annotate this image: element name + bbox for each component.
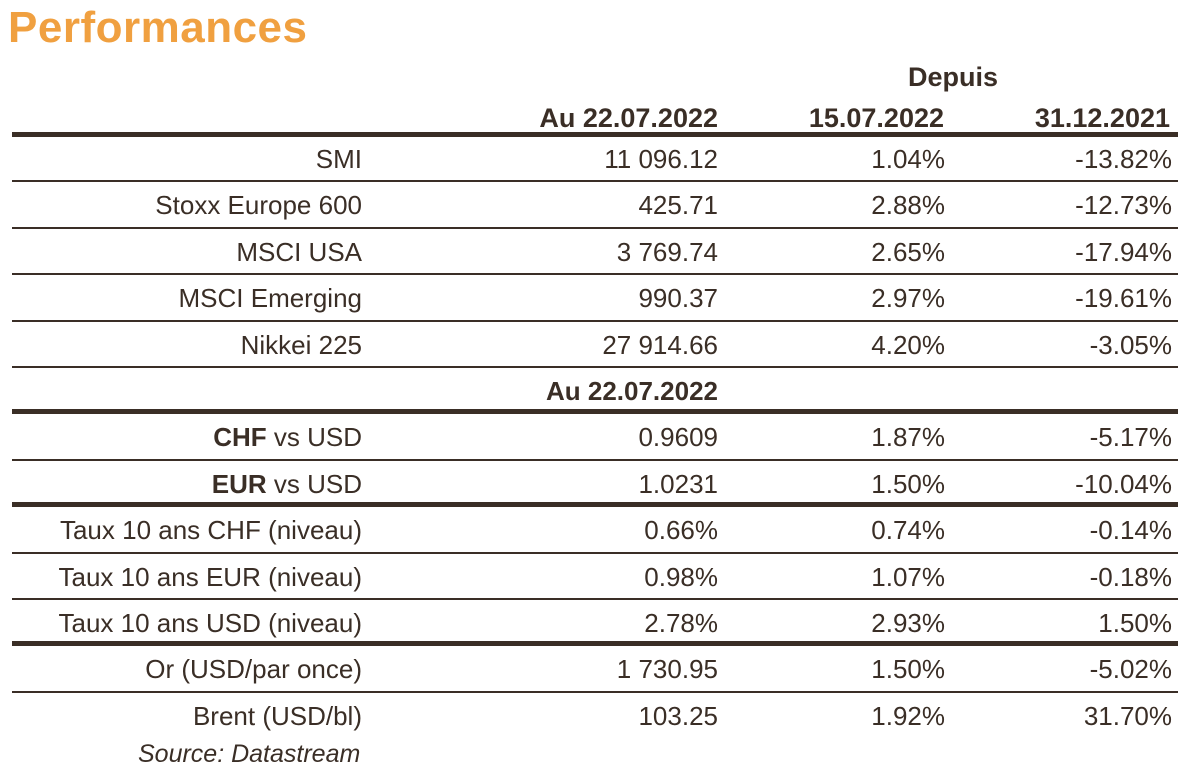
row-ytd: -0.14%: [1089, 515, 1172, 546]
row-label: Brent (USD/bl): [192, 700, 362, 731]
row-week: 2.65%: [871, 236, 945, 267]
table-row: Taux 10 ans USD (niveau) 2.78% 2.93% 1.5…: [12, 600, 1178, 647]
row-label-suffix: vs USD: [266, 468, 362, 499]
currency-code: CHF: [213, 422, 267, 453]
table-row: MSCI Emerging 990.37 2.97% -19.61%: [12, 275, 1178, 322]
row-week: 1.04%: [871, 144, 945, 174]
row-label: Or (USD/par once): [145, 654, 362, 685]
header-since: Depuis: [908, 62, 999, 92]
row-label: SMI: [315, 144, 362, 174]
header-rule: [12, 132, 1178, 137]
row-label: Taux 10 ans CHF (niveau): [59, 515, 362, 546]
table-row: Taux 10 ans CHF (niveau) 0.66% 0.74% -0.…: [12, 507, 1178, 554]
row-week: 1.50%: [871, 468, 945, 499]
row-label-suffix: vs USD: [266, 422, 362, 453]
row-week: 2.97%: [871, 283, 945, 314]
row-ytd: 1.50%: [1098, 607, 1172, 638]
row-week: 2.93%: [871, 607, 945, 638]
row-value: 103.25: [638, 700, 718, 731]
row-value: 0.9609: [638, 422, 718, 453]
row-ytd: -5.02%: [1089, 654, 1172, 685]
row-ytd: -12.73%: [1075, 190, 1172, 221]
row-week: 1.50%: [871, 654, 945, 685]
row-week: 2.88%: [871, 190, 945, 221]
row-value: 27 914.66: [602, 329, 718, 360]
currency-code: EUR: [211, 468, 267, 499]
row-ytd: -5.17%: [1089, 422, 1172, 453]
row-label: Stoxx Europe 600: [155, 190, 362, 221]
row-week: 1.92%: [871, 700, 945, 731]
row-value: 425.71: [638, 190, 718, 221]
performance-table: SMI 11 096.12 1.04% -13.82% Stoxx Europe…: [12, 136, 1178, 739]
table-row: EUR vs USD 1.0231 1.50% -10.04%: [12, 461, 1178, 508]
row-ytd: -17.94%: [1075, 236, 1172, 267]
row-ytd: 31.70%: [1083, 700, 1172, 731]
table-row: Nikkei 225 27 914.66 4.20% -3.05%: [12, 322, 1178, 368]
table-row: Taux 10 ans EUR (niveau) 0.98% 1.07% -0.…: [12, 554, 1178, 600]
row-ytd: -19.61%: [1075, 283, 1172, 314]
row-value: 2.78%: [644, 607, 718, 638]
row-week: 4.20%: [871, 329, 945, 360]
header-col-date: Au 22.07.2022: [539, 103, 718, 133]
row-ytd: -0.18%: [1089, 561, 1172, 592]
row-week: 0.74%: [871, 515, 945, 546]
page-title: Performances: [8, 3, 308, 52]
row-value: 3 769.74: [616, 236, 718, 267]
row-value: 1.0231: [638, 468, 718, 499]
row-week: 1.07%: [871, 561, 945, 592]
source-note: Source: Datastream: [138, 740, 361, 768]
table-row: Stoxx Europe 600 425.71 2.88% -12.73%: [12, 182, 1178, 229]
table-row: Brent (USD/bl) 103.25 1.92% 31.70%: [12, 693, 1178, 739]
row-label: Taux 10 ans USD (niveau): [58, 607, 362, 638]
subheader-date: Au 22.07.2022: [545, 375, 718, 406]
row-label: EUR vs USD: [212, 461, 362, 507]
row-ytd: -10.04%: [1075, 468, 1172, 499]
row-week: 1.87%: [871, 422, 945, 453]
table-row: SMI 11 096.12 1.04% -13.82%: [12, 136, 1178, 183]
row-label: CHF vs USD: [213, 414, 362, 460]
subheader-row: Au 22.07.2022: [12, 368, 1178, 415]
row-label: MSCI USA: [236, 236, 362, 267]
table-row: MSCI USA 3 769.74 2.65% -17.94%: [12, 229, 1178, 276]
row-label: Nikkei 225: [240, 329, 362, 360]
table-row: Or (USD/par once) 1 730.95 1.50% -5.02%: [12, 646, 1178, 693]
row-label: MSCI Emerging: [178, 283, 363, 314]
row-value: 0.98%: [644, 561, 718, 592]
header-col-ytd: 31.12.2021: [1034, 103, 1170, 133]
row-value: 11 096.12: [604, 144, 718, 174]
row-value: 990.37: [638, 283, 718, 314]
row-value: 0.66%: [644, 515, 718, 546]
header-col-week: 15.07.2022: [808, 103, 944, 133]
row-ytd: -3.05%: [1089, 329, 1172, 360]
table-row: CHF vs USD 0.9609 1.87% -5.17%: [12, 414, 1178, 461]
row-ytd: -13.82%: [1075, 144, 1172, 174]
row-value: 1 730.95: [616, 654, 718, 685]
row-label: Taux 10 ans EUR (niveau): [58, 561, 362, 592]
